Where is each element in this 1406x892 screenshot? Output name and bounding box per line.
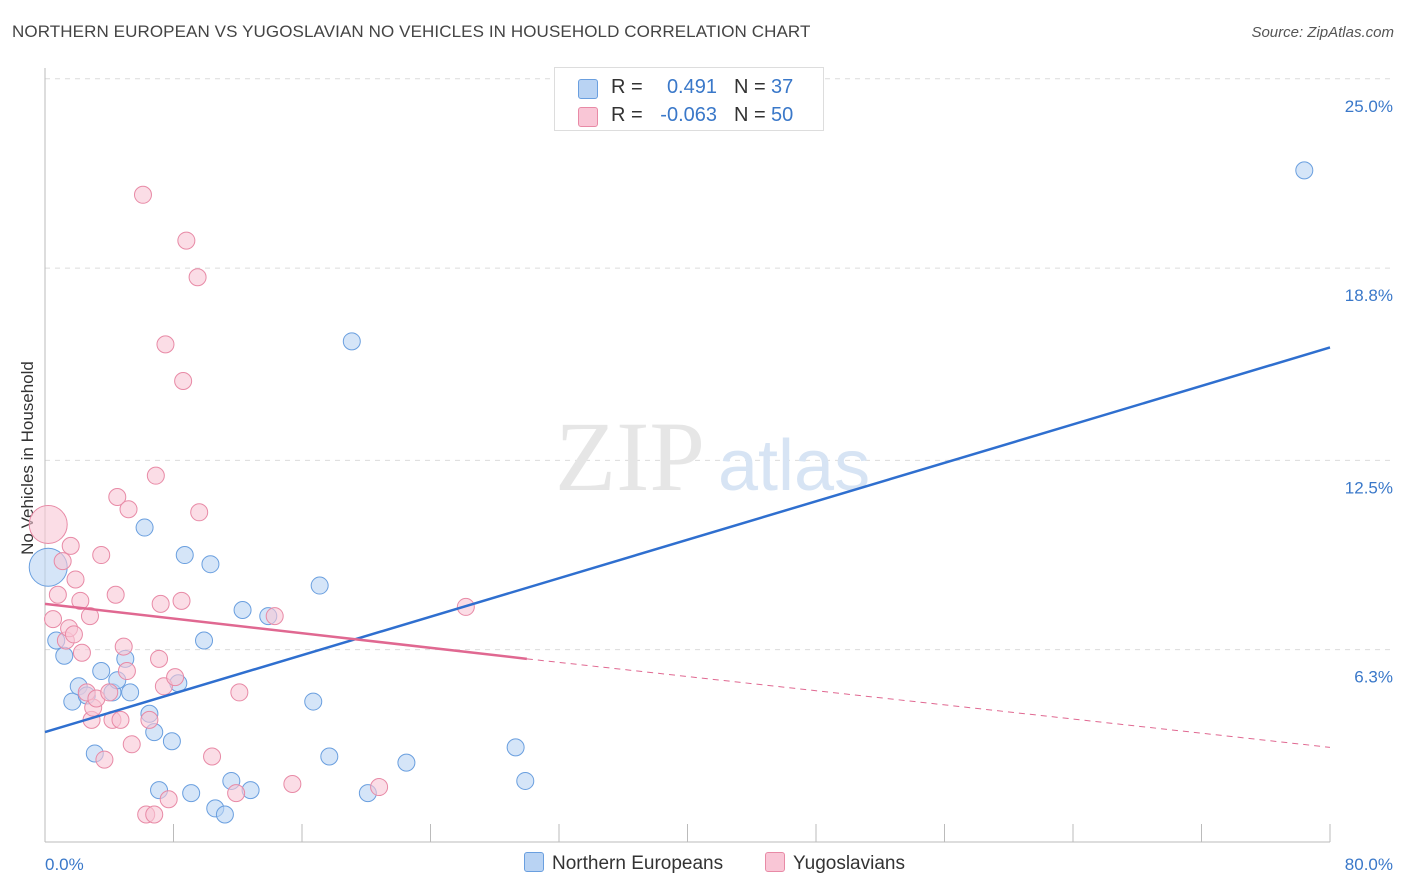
point-yugoslav [145,805,164,824]
point-northern [516,771,535,790]
bottom-legend-label-northern: Northern Europeans [552,853,724,874]
point-yugoslav [283,774,302,793]
point-yugoslav [177,231,196,250]
point-yugoslav [265,607,284,626]
point-yugoslav [188,268,207,287]
point-northern [304,692,323,711]
trend-lines [44,346,1331,748]
gridlines [45,78,1395,651]
point-yugoslav [146,466,165,485]
point-yugoslav [156,335,175,354]
legend-swatch-yugoslav [578,107,598,127]
point-yugoslav [166,668,185,687]
bottom-legend-label-yugoslav: Yugoslavians [793,853,905,874]
bottom-legend-northern: Northern Europeans [524,852,723,875]
point-yugoslav [151,594,170,613]
point-yugoslav [100,683,119,702]
point-northern [215,805,234,824]
point-yugoslav [95,750,114,769]
northern-europeans-points [28,161,1314,824]
point-northern [55,646,74,665]
bottom-legend-swatch-northern [524,852,544,872]
point-yugoslav [111,710,130,729]
legend-r-label: R = [611,76,643,98]
point-yugoslav [66,570,85,589]
legend-r-value-northern: 0.491 [666,76,717,98]
legend-n-value-yugoslav: 50 [771,104,794,126]
point-yugoslav [80,607,99,626]
point-yugoslav [370,778,389,797]
point-yugoslav [133,185,152,204]
legend-swatch-northern [578,79,598,99]
point-northern [320,747,339,766]
trend-line-northern [44,346,1331,734]
point-yugoslav [140,710,159,729]
point-yugoslav [53,552,72,571]
x-tick-label-min: 0.0% [45,855,84,874]
legend-n-value-northern: 37 [771,76,794,98]
correlation-legend: R = 0.491 N = 37 R = -0.063 N = 50 [554,67,824,131]
point-northern [182,784,201,803]
y-tick-label: 25.0% [1345,97,1393,116]
point-northern [506,738,525,757]
point-yugoslav [106,585,125,604]
point-yugoslav [61,536,80,555]
point-yugoslav [64,625,83,644]
point-yugoslav [71,591,90,610]
point-yugoslav [230,683,249,702]
point-yugoslav [203,747,222,766]
point-northern [121,683,140,702]
bottom-legend-yugoslav: Yugoslavians [765,852,905,875]
point-northern [310,576,329,595]
point-northern [397,753,416,772]
point-northern [233,600,252,619]
bottom-legend-swatch-yugoslav [765,852,785,872]
point-yugoslav [108,488,127,507]
axes [44,68,1331,843]
point-yugoslav [119,500,138,519]
point-yugoslav [172,591,191,610]
legend-n-label: N = [734,104,766,126]
trend-line-yugoslav-extension [526,658,1331,748]
point-yugoslav [227,784,246,803]
point-yugoslav [190,503,209,522]
watermark-zip: ZIP [555,401,705,512]
y-tick-label: 18.8% [1345,286,1393,305]
y-tick-label: 6.3% [1354,668,1393,687]
tick-labels: 6.3% 12.5% 18.8% 25.0% 0.0% 80.0% [45,97,1393,874]
point-yugoslav [72,643,91,662]
point-northern [162,732,181,751]
point-yugoslav [48,585,67,604]
point-northern [201,555,220,574]
legend-n-label: N = [734,76,766,98]
legend-row-northern: R = 0.491 N = 37 [555,73,823,101]
point-yugoslav [117,662,136,681]
point-yugoslav [44,610,63,629]
point-yugoslav [122,735,141,754]
source-label: Source: ZipAtlas.com [1251,24,1394,41]
point-northern [175,546,194,565]
yugoslavians-points [28,185,475,824]
point-northern [135,518,154,537]
legend-r-label: R = [611,104,643,126]
y-tick-label: 12.5% [1345,478,1393,497]
point-northern [1295,161,1314,180]
point-yugoslav [28,505,68,545]
point-yugoslav [174,372,193,391]
point-northern [92,662,111,681]
point-northern [195,631,214,650]
x-tick-label-max: 80.0% [1345,855,1393,874]
legend-r-value-yugoslav: -0.063 [660,104,717,126]
watermark-atlas: atlas [718,426,870,506]
point-yugoslav [92,546,111,565]
point-yugoslav [114,637,133,656]
trend-line-yugoslav [44,602,528,661]
point-yugoslav [159,790,178,809]
legend-row-yugoslav: R = -0.063 N = 50 [555,101,823,129]
point-yugoslav [150,649,169,668]
point-northern [342,332,361,351]
chart-title: NORTHERN EUROPEAN VS YUGOSLAVIAN NO VEHI… [12,22,811,41]
